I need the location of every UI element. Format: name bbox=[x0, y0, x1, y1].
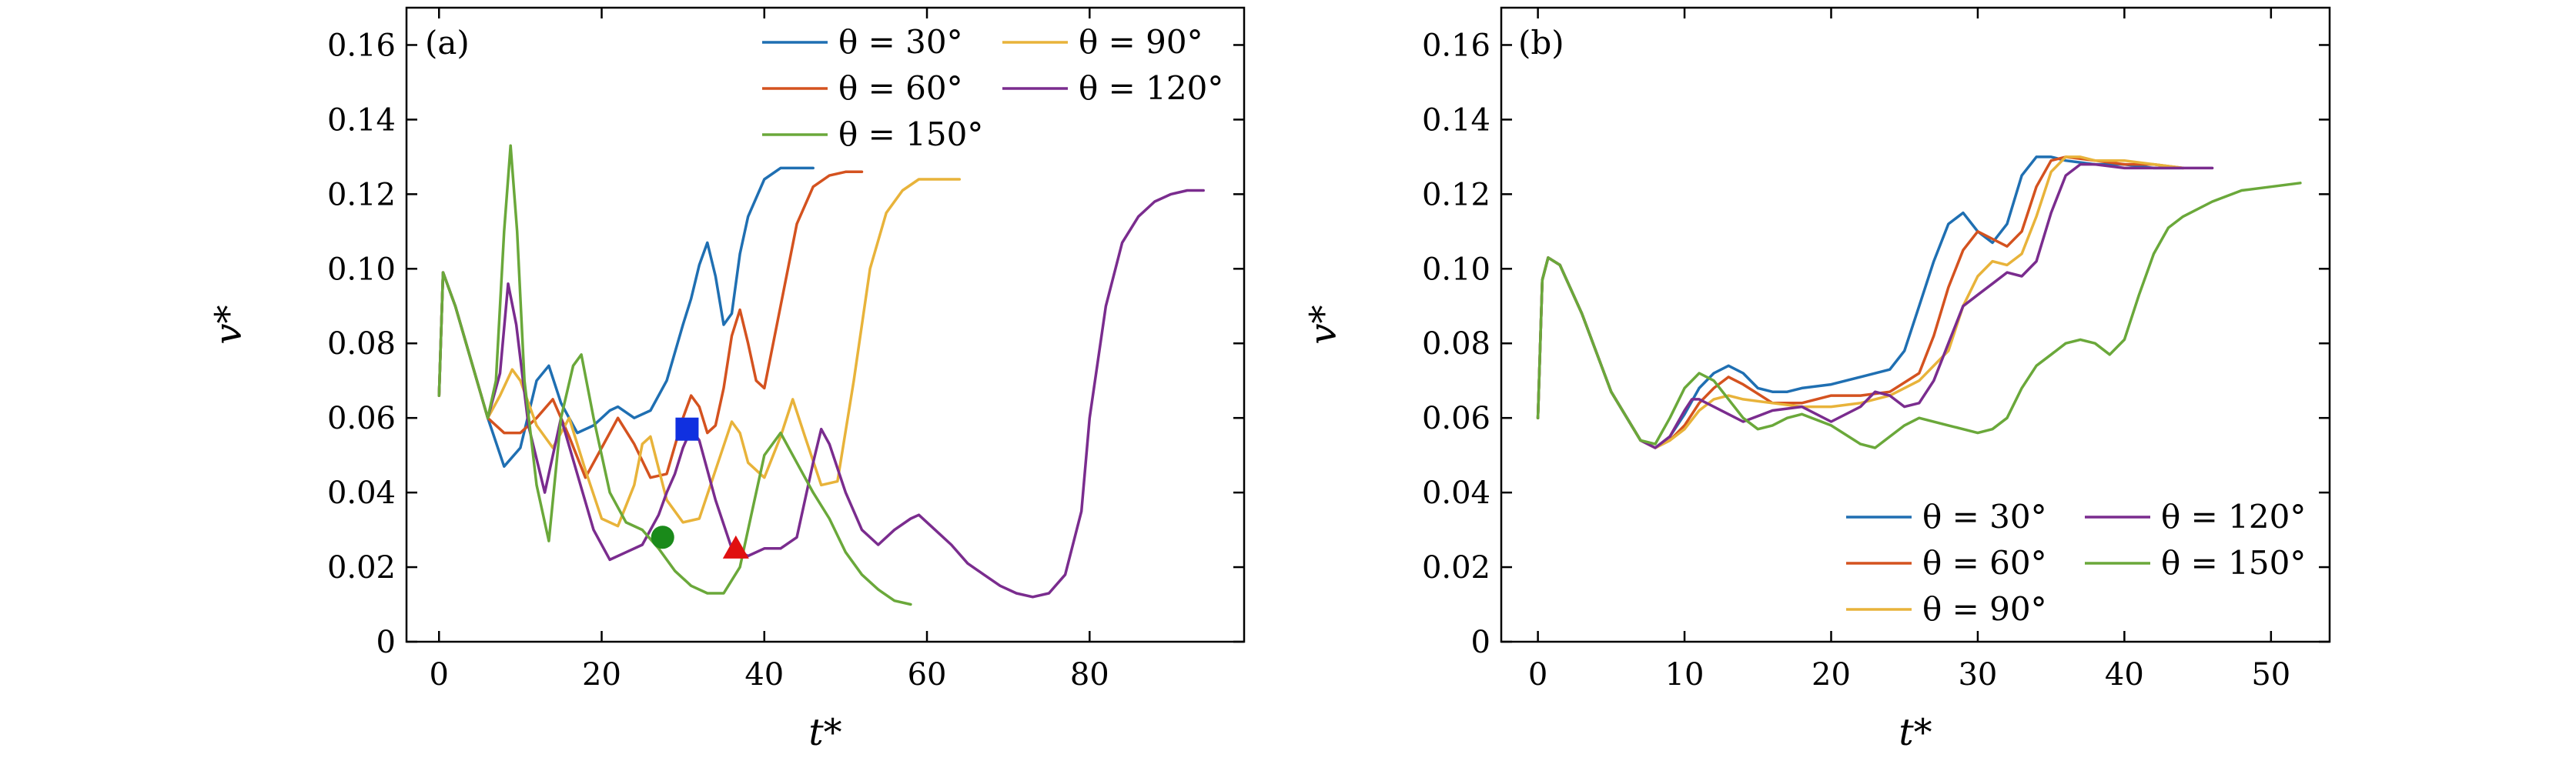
series-line-2 bbox=[1536, 155, 2185, 449]
y-tick-label: 0.12 bbox=[1422, 177, 1490, 212]
x-tick-label: 0 bbox=[430, 657, 449, 693]
y-tick-label: 0.10 bbox=[1422, 252, 1490, 287]
legend-entry: θ = 150° bbox=[2161, 544, 2306, 582]
legend: θ = 30° θ = 60° θ = 90° θ = 120° θ = 150° bbox=[1846, 498, 2306, 628]
series-line-3 bbox=[1536, 162, 2214, 449]
x-tick-label: 50 bbox=[2251, 657, 2290, 693]
legend-entry: θ = 90° bbox=[1922, 590, 2047, 628]
y-tick-label: 0.16 bbox=[1422, 28, 1490, 63]
marker-circle bbox=[651, 526, 674, 549]
series-line-4 bbox=[1536, 182, 2302, 449]
x-tick-label: 30 bbox=[1958, 657, 1997, 693]
plot-frame bbox=[405, 6, 1246, 643]
x-tick-label: 40 bbox=[744, 657, 784, 693]
y-tick-label: 0 bbox=[376, 625, 396, 660]
series-line-4 bbox=[437, 144, 912, 606]
legend-entry: θ = 90° bbox=[1079, 23, 1203, 61]
y-tick-label: 0.16 bbox=[327, 28, 396, 63]
legend-entry: θ = 60° bbox=[1922, 544, 2047, 582]
x-tick-label: 40 bbox=[2105, 657, 2144, 693]
x-tick-label: 20 bbox=[582, 657, 621, 693]
series-line-0 bbox=[437, 166, 815, 468]
panel-label: (b) bbox=[1518, 24, 1564, 62]
y-tick-label: 0.04 bbox=[327, 476, 396, 511]
y-tick-label: 0.04 bbox=[1422, 476, 1490, 511]
legend-entry: θ = 60° bbox=[838, 69, 963, 107]
y-tick-label: 0.14 bbox=[327, 102, 396, 138]
legend-entry: θ = 120° bbox=[2161, 498, 2306, 536]
x-tick-label: 20 bbox=[1812, 657, 1851, 693]
marker-triangle bbox=[722, 535, 749, 559]
panel-b: 0 10 20 30 40 50 0 0.02 0.04 0.06 0.08 0.10 0.12 0.14… bbox=[1302, 6, 2331, 754]
y-tick-label: 0.08 bbox=[1422, 326, 1490, 362]
x-tick-label: 0 bbox=[1528, 657, 1547, 693]
marker-square bbox=[675, 417, 699, 441]
legend-entry: θ = 30° bbox=[1922, 498, 2047, 536]
y-tick-label: 0.02 bbox=[1422, 550, 1490, 586]
y-tick-label: 0 bbox=[1471, 625, 1490, 660]
x-tick-label: 10 bbox=[1665, 657, 1705, 693]
series-line-2 bbox=[437, 178, 962, 528]
x-axis-label: t* bbox=[1899, 711, 1932, 754]
x-tick-label: 80 bbox=[1070, 657, 1109, 693]
panel-a: 0 20 40 60 80 0 0.02 0.04 0.06 0.08 0.10 0.12 0.14 0.… bbox=[207, 6, 1246, 754]
y-tick-label: 0.06 bbox=[1422, 401, 1490, 436]
legend-entry: θ = 30° bbox=[838, 23, 963, 61]
legend-entry: θ = 150° bbox=[838, 115, 983, 153]
y-tick-label: 0.12 bbox=[327, 177, 396, 212]
plot-frame bbox=[1500, 6, 2331, 643]
legend: θ = 30° θ = 60° θ = 150° θ = 90° θ = 120° bbox=[762, 23, 1223, 153]
y-tick-label: 0.02 bbox=[327, 550, 396, 586]
y-axis-label: v* bbox=[1302, 305, 1345, 344]
y-tick-label: 0.10 bbox=[327, 252, 396, 287]
x-axis-label: t* bbox=[808, 711, 841, 754]
y-tick-label: 0.08 bbox=[327, 326, 396, 362]
panel-label: (a) bbox=[425, 24, 470, 62]
y-tick-label: 0.14 bbox=[1422, 102, 1490, 138]
y-tick-label: 0.06 bbox=[327, 401, 396, 436]
series-line-1 bbox=[437, 170, 864, 479]
y-axis-label: v* bbox=[207, 305, 250, 344]
legend-entry: θ = 120° bbox=[1079, 69, 1223, 107]
x-tick-label: 60 bbox=[908, 657, 947, 693]
series-line-3 bbox=[437, 189, 1205, 599]
